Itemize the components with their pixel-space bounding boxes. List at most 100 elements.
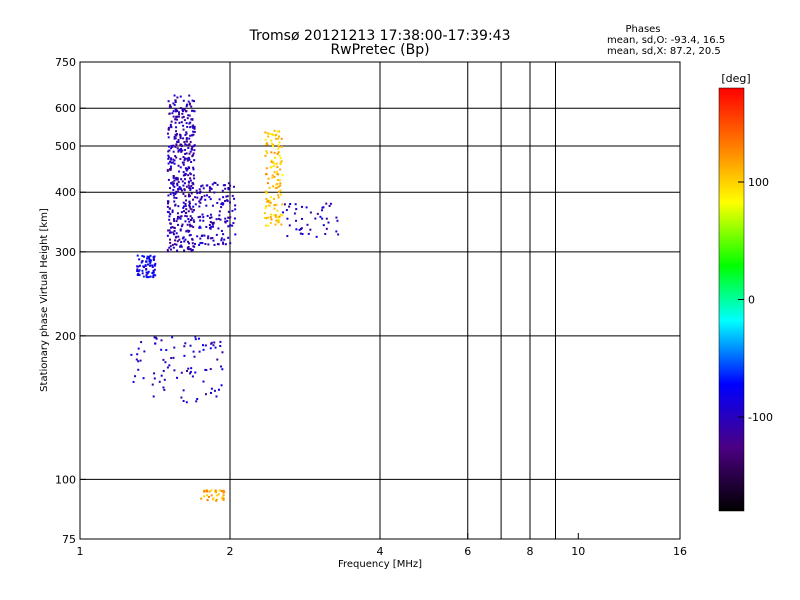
y-ticks: 75 100 200 300 400 500 600 750 — [55, 56, 86, 546]
data-point — [264, 224, 267, 227]
data-point — [174, 121, 177, 124]
data-point — [177, 164, 180, 167]
data-point — [182, 206, 185, 209]
data-point — [233, 217, 236, 220]
data-point — [264, 154, 267, 157]
data-point — [193, 100, 196, 103]
data-point — [201, 213, 204, 216]
data-point — [169, 165, 172, 168]
data-point — [178, 216, 181, 219]
y-tick-label: 75 — [62, 533, 76, 546]
data-point — [188, 152, 191, 155]
data-point — [189, 372, 192, 375]
data-point — [280, 145, 283, 148]
data-point — [328, 204, 331, 207]
data-point — [172, 226, 175, 229]
data-point — [187, 114, 190, 117]
data-point — [187, 218, 190, 221]
data-point — [208, 196, 211, 199]
data-point — [209, 198, 212, 201]
data-point — [202, 187, 205, 190]
data-point — [208, 186, 211, 189]
colorbar-tick-label: 0 — [748, 294, 755, 307]
data-point — [168, 207, 171, 210]
data-point — [168, 246, 171, 249]
data-point — [179, 95, 182, 98]
data-point — [295, 228, 298, 231]
data-point — [267, 135, 270, 138]
data-point — [172, 175, 175, 178]
data-point — [279, 193, 282, 196]
data-point — [167, 154, 170, 157]
data-point — [182, 201, 185, 204]
data-point — [167, 200, 170, 203]
data-point — [212, 239, 215, 242]
data-point — [158, 380, 161, 383]
data-point — [219, 340, 222, 343]
data-point — [186, 157, 189, 160]
data-point — [176, 249, 179, 252]
data-point — [172, 356, 175, 359]
data-point — [171, 243, 174, 246]
x-tick-label: 2 — [227, 545, 234, 558]
data-point — [210, 391, 213, 394]
data-point — [209, 368, 212, 371]
data-point — [183, 249, 186, 252]
data-point — [227, 187, 230, 190]
data-point — [175, 130, 178, 133]
data-point — [174, 193, 177, 196]
data-point — [177, 235, 180, 238]
data-point — [269, 132, 272, 135]
colorbar: [deg] -100 0 100 — [718, 72, 773, 512]
data-point — [194, 203, 197, 206]
data-point — [149, 260, 152, 263]
data-point — [145, 268, 148, 271]
data-point — [280, 160, 283, 163]
data-point — [192, 126, 195, 129]
data-point — [169, 245, 172, 248]
data-point — [228, 201, 231, 204]
data-point — [227, 182, 230, 185]
data-point — [276, 152, 279, 155]
data-point — [190, 192, 193, 195]
data-point — [184, 195, 187, 198]
data-point — [181, 149, 184, 152]
data-point — [191, 99, 194, 102]
data-point — [222, 242, 225, 245]
data-point — [264, 217, 267, 220]
data-point — [162, 358, 165, 361]
data-point — [183, 173, 186, 176]
data-point — [194, 196, 197, 199]
data-point — [200, 196, 203, 199]
data-point — [174, 108, 177, 111]
data-point — [148, 260, 151, 263]
data-point — [300, 227, 303, 230]
data-point — [167, 229, 170, 232]
data-point — [185, 137, 188, 140]
data-point — [183, 182, 186, 185]
data-point — [325, 227, 328, 230]
data-point — [187, 166, 190, 169]
data-point — [189, 177, 192, 180]
data-point — [270, 142, 273, 145]
data-point — [189, 215, 192, 218]
data-point — [180, 245, 183, 248]
data-point — [185, 105, 188, 108]
data-point — [193, 127, 196, 130]
data-point — [193, 125, 196, 128]
data-point — [149, 262, 152, 265]
data-point — [270, 166, 273, 169]
data-point — [182, 174, 185, 177]
data-point — [175, 133, 178, 136]
data-point — [176, 215, 179, 218]
data-point — [145, 274, 148, 277]
data-point — [300, 205, 303, 208]
data-point — [141, 254, 144, 257]
data-point — [154, 342, 157, 345]
data-point — [220, 365, 223, 368]
data-point — [192, 205, 195, 208]
data-point — [269, 216, 272, 219]
data-point — [276, 170, 279, 173]
data-point — [277, 147, 280, 150]
data-point — [220, 203, 223, 206]
